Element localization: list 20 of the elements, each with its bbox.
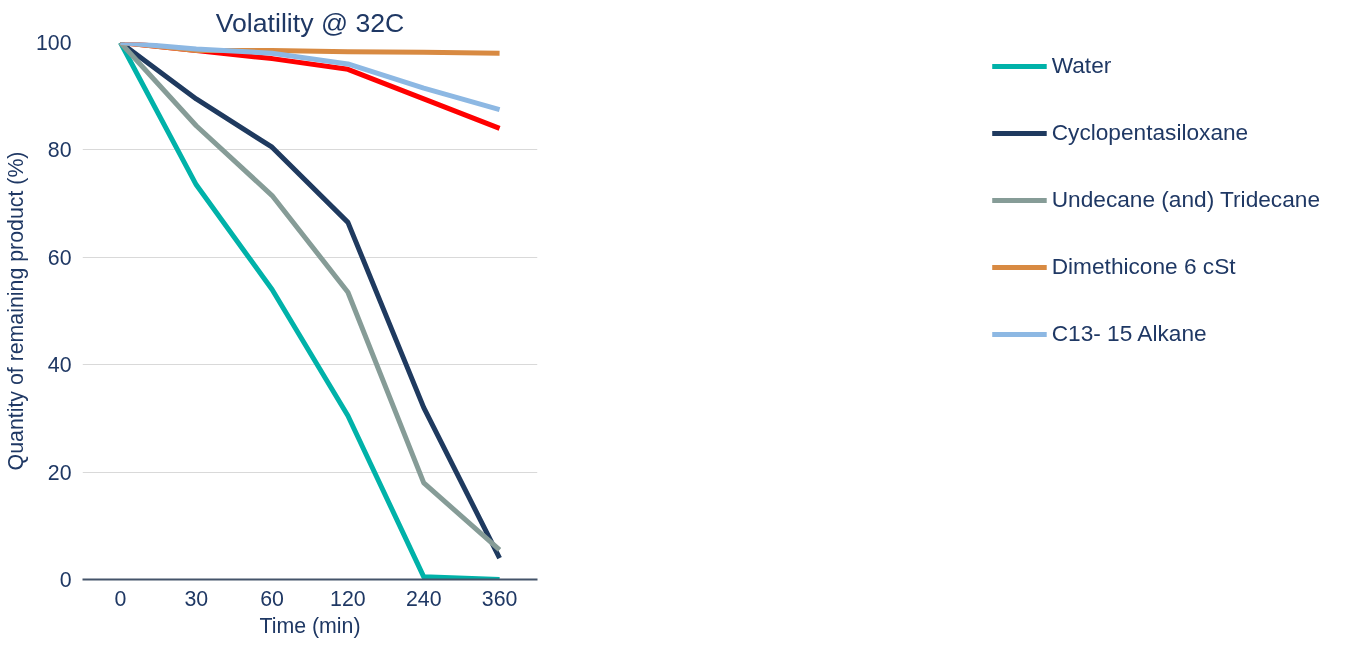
- x-tick-label: 30: [184, 586, 209, 611]
- y-axis-title: Quantity of remaining product (%): [3, 151, 28, 471]
- y-tick-label: 100: [35, 31, 72, 55]
- x-tick-label: 360: [481, 586, 518, 611]
- y-tick-label: 20: [47, 460, 72, 485]
- legend-label: Undecane (and) Tridecane: [1051, 186, 1320, 213]
- x-axis-title: Time (min): [259, 613, 361, 638]
- y-tick-label: 0: [59, 568, 72, 592]
- x-tick-label: 60: [260, 586, 285, 611]
- x-tick-label: 120: [330, 586, 366, 611]
- legend-label: Dimethicone 6 cSt: [1051, 253, 1236, 280]
- y-tick-label: 40: [47, 353, 72, 378]
- x-tick-label: 0: [114, 586, 127, 611]
- x-tick-label: 240: [405, 586, 442, 611]
- legend-label: C13- 15 Alkane: [1051, 320, 1207, 347]
- chart-title: Volatility @ 32C: [215, 7, 405, 38]
- y-tick-label: 80: [47, 138, 72, 163]
- legend-label: Water: [1051, 52, 1112, 79]
- legend-label: Cyclopentasiloxane: [1051, 119, 1249, 146]
- y-tick-label: 60: [47, 245, 72, 270]
